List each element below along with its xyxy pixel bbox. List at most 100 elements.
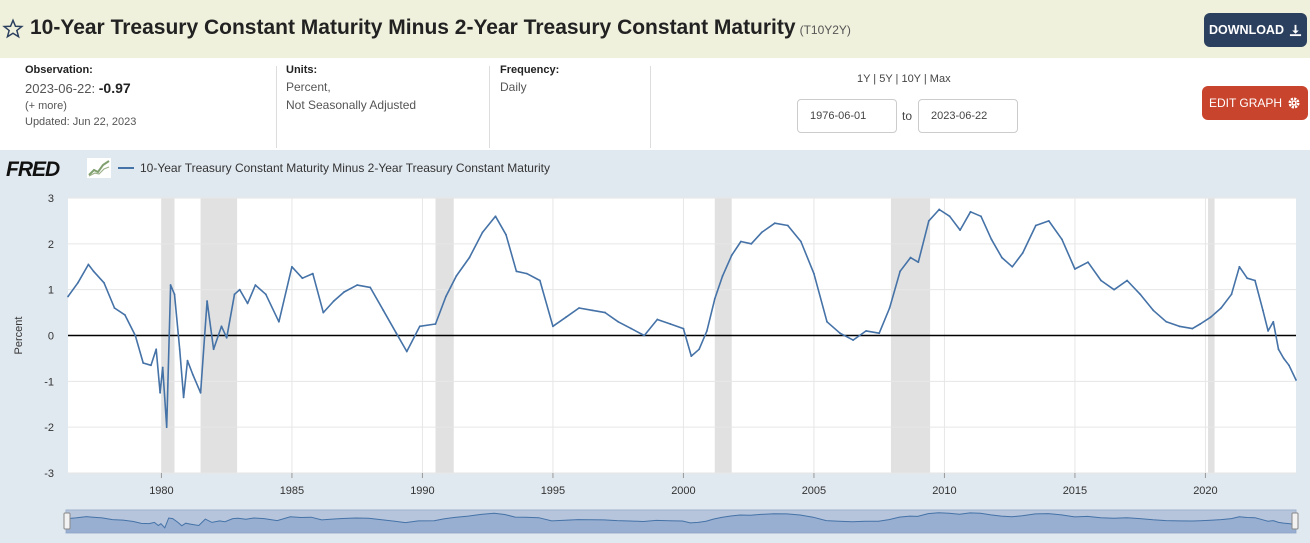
data-point (1034, 224, 1037, 227)
data-point (159, 391, 162, 394)
data-point (455, 275, 458, 277)
data-point (142, 362, 145, 364)
data-point (67, 295, 69, 298)
x-tick-label: 1995 (541, 485, 565, 497)
data-point (322, 311, 325, 314)
data-point (150, 364, 152, 367)
series-id: (T10Y2Y) (799, 23, 851, 37)
data-point (1199, 323, 1202, 325)
data-point (1220, 307, 1222, 309)
range-links[interactable]: 1Y | 5Y | 10Y | Max (857, 73, 951, 85)
x-tick-label: 2000 (671, 485, 695, 497)
data-point (525, 272, 528, 275)
data-point (927, 220, 930, 222)
data-point (301, 277, 304, 280)
data-point (1126, 279, 1129, 282)
data-point (760, 231, 763, 234)
data-point (706, 330, 708, 332)
data-point (1230, 293, 1233, 296)
data-point (212, 348, 215, 351)
data-point (87, 263, 90, 266)
units-label: Units: (286, 64, 318, 76)
data-point (505, 233, 507, 236)
data-point (1272, 320, 1275, 323)
title-bar: 10-Year Treasury Constant Maturity Minus… (0, 0, 1310, 58)
fred-logo: FRED (6, 158, 60, 181)
data-point (1277, 348, 1280, 351)
divider (489, 66, 490, 148)
data-point (739, 240, 742, 243)
data-point (1254, 279, 1256, 282)
data-point (169, 284, 172, 286)
navigator-handle-left[interactable] (63, 512, 71, 530)
data-point (225, 336, 228, 339)
data-point (277, 320, 280, 323)
data-point (445, 295, 447, 298)
more-link[interactable]: (+ more) (25, 100, 67, 112)
observation-line: 2023-06-22: -0.97 (25, 80, 265, 96)
start-date-input[interactable]: 1976-06-01 (797, 99, 897, 133)
data-point (1209, 316, 1212, 319)
to-label: to (902, 109, 913, 123)
data-point (332, 300, 335, 303)
data-point (405, 350, 408, 353)
data-point (826, 320, 828, 323)
data-point (468, 256, 471, 259)
data-point (1113, 288, 1115, 291)
units-line-2: Not Seasonally Adjusted (286, 98, 417, 112)
download-label: DOWNLOAD (1209, 23, 1284, 37)
series-title-text: 10-Year Treasury Constant Maturity Minus… (30, 16, 796, 39)
data-point (578, 307, 580, 309)
x-tick-label: 1990 (410, 485, 434, 497)
fred-logo-graph-icon (87, 158, 111, 178)
download-button[interactable]: DOWNLOAD (1204, 13, 1307, 47)
navigator-series-area (66, 512, 1296, 533)
data-point (1074, 268, 1076, 270)
data-point (969, 210, 972, 213)
data-point (1295, 379, 1297, 381)
star-icon[interactable] (2, 18, 24, 40)
observation-value: -0.97 (98, 80, 131, 96)
data-point (591, 309, 593, 312)
observation-label: Observation: (25, 64, 93, 76)
data-point (604, 311, 607, 314)
data-point (1191, 327, 1194, 330)
data-point (839, 332, 841, 335)
x-tick-label: 2005 (802, 485, 826, 497)
edit-graph-button[interactable]: EDIT GRAPH (1202, 86, 1308, 120)
data-point (1047, 220, 1050, 222)
data-point (721, 275, 724, 277)
frequency-value: Daily (500, 80, 527, 94)
data-point (617, 320, 620, 323)
data-point (1087, 261, 1089, 264)
y-tick-label: 2 (48, 239, 54, 251)
data-point (186, 359, 189, 362)
data-point (713, 297, 716, 300)
data-point (682, 327, 685, 330)
y-tick-label: -3 (44, 468, 54, 480)
data-point (291, 265, 293, 268)
data-point (852, 339, 854, 341)
data-point (191, 373, 194, 376)
data-point (773, 222, 776, 225)
end-date-input[interactable]: 2023-06-22 (918, 99, 1018, 133)
y-tick-label: -2 (44, 422, 54, 434)
navigator-handle-right[interactable] (1291, 512, 1299, 530)
edit-graph-label: EDIT GRAPH (1208, 96, 1283, 110)
x-tick-label: 1980 (149, 485, 173, 497)
data-point (246, 302, 249, 305)
data-point (1011, 265, 1014, 268)
data-point (730, 254, 733, 257)
data-point (643, 334, 646, 337)
x-tick-label: 1985 (280, 485, 304, 497)
frequency-block: Frequency: Daily (500, 64, 640, 148)
data-point (1000, 256, 1003, 259)
observation-block: Observation: 2023-06-22: -0.97 (+ more) … (25, 64, 265, 148)
data-point (656, 318, 659, 321)
navigator-series-line (65, 512, 1297, 529)
data-point (938, 208, 941, 211)
data-point (178, 348, 181, 351)
data-point (1178, 325, 1181, 328)
data-point (134, 334, 137, 337)
data-point (1261, 309, 1264, 312)
